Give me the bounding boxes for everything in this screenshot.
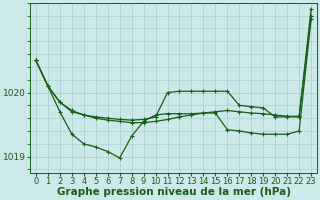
X-axis label: Graphe pression niveau de la mer (hPa): Graphe pression niveau de la mer (hPa) xyxy=(57,187,291,197)
